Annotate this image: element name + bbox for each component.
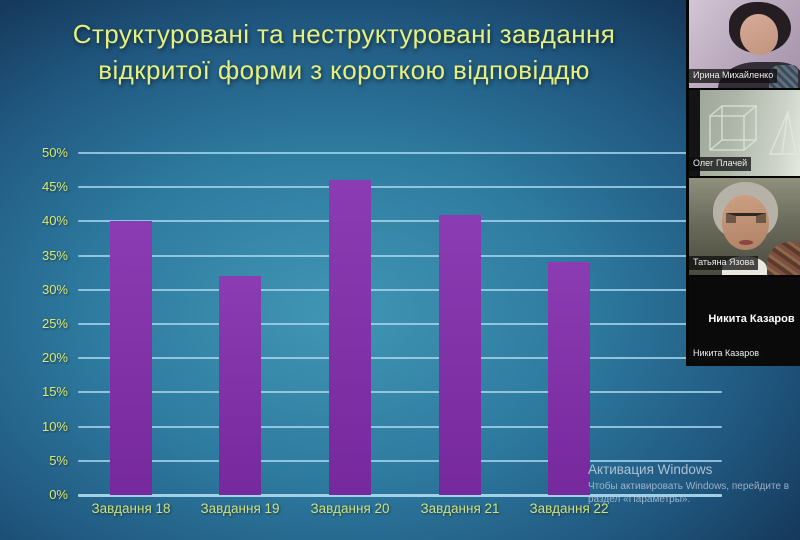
participant-tile-oleg[interactable]: Олег Плачей [689, 90, 800, 176]
x-axis-tick-label: Завдання 21 [420, 501, 500, 516]
participant-name-label: Олег Плачей [689, 157, 752, 171]
gridline-25% [78, 323, 722, 325]
y-axis-tick-label: 15% [41, 384, 68, 400]
participants-sidebar: Ирина Михайленко Олег Плачей [686, 0, 800, 366]
participant-tile-irina[interactable]: Ирина Михайленко [689, 0, 800, 88]
y-axis-tick-label: 25% [41, 316, 68, 331]
slide-title-line1: Структуровані та неструктуровані завданн… [72, 19, 616, 49]
gridline-35% [78, 254, 722, 257]
windows-activation-watermark: Активация Windows Чтобы активировать Win… [588, 462, 789, 506]
bar-5 [548, 262, 590, 495]
bar-3 [329, 180, 371, 495]
y-axis-tick-label: 10% [41, 418, 68, 434]
bar-4 [439, 214, 481, 495]
gridline-45% [78, 186, 722, 189]
gridline-30% [78, 288, 722, 291]
y-axis-tick-label: 20% [41, 350, 68, 366]
participant-display-name: Никита Казаров [708, 312, 795, 325]
y-axis-tick-label: 5% [49, 452, 68, 468]
participant-name-label: Ирина Михайленко [689, 69, 778, 83]
gridline-5% [78, 459, 722, 462]
y-axis-tick-label: 35% [41, 247, 68, 263]
bar-2 [219, 276, 261, 495]
watermark-title: Активация Windows [588, 462, 713, 477]
gridline-20% [78, 357, 722, 360]
x-axis-tick-label: Завдання 19 [200, 501, 280, 516]
bar-1 [110, 221, 152, 495]
y-axis-tick-label: 30% [41, 281, 68, 297]
glasses [725, 212, 766, 223]
participant-name-label: Татьяна Язова [689, 256, 759, 270]
gridline-50% [78, 152, 722, 154]
gridline-10% [78, 425, 722, 428]
x-axis-tick-label: Завдання 22 [529, 501, 609, 516]
slide-title: Структуровані та неструктуровані завданн… [8, 16, 680, 88]
gridline-15% [78, 391, 722, 394]
x-axis-tick-label: Завдання 18 [91, 501, 171, 516]
y-axis-tick-label: 45% [41, 179, 68, 195]
y-axis-tick-label: 0% [49, 487, 68, 502]
watermark-text-line2: раздел «Параметры». [588, 494, 691, 505]
y-axis-tick-label: 50% [41, 145, 68, 160]
slide-title-line2: відкритої форми з короткою відповіддю [98, 55, 590, 85]
participant-tile-nikita[interactable]: Никита Казаров Никита Казаров [689, 277, 800, 366]
participant-tile-tatyana[interactable]: Татьяна Язова [689, 178, 800, 275]
watermark-text-line1: Чтобы активировать Windows, перейдите в [588, 481, 790, 492]
gridline-0% [78, 494, 722, 497]
y-axis-tick-label: 40% [41, 213, 68, 229]
participant-name-label: Никита Казаров [689, 347, 764, 361]
gridline-40% [78, 220, 722, 223]
whiteboard-sketch-cube-and-pyramid [709, 105, 797, 155]
x-axis-tick-label: Завдання 20 [310, 501, 390, 516]
